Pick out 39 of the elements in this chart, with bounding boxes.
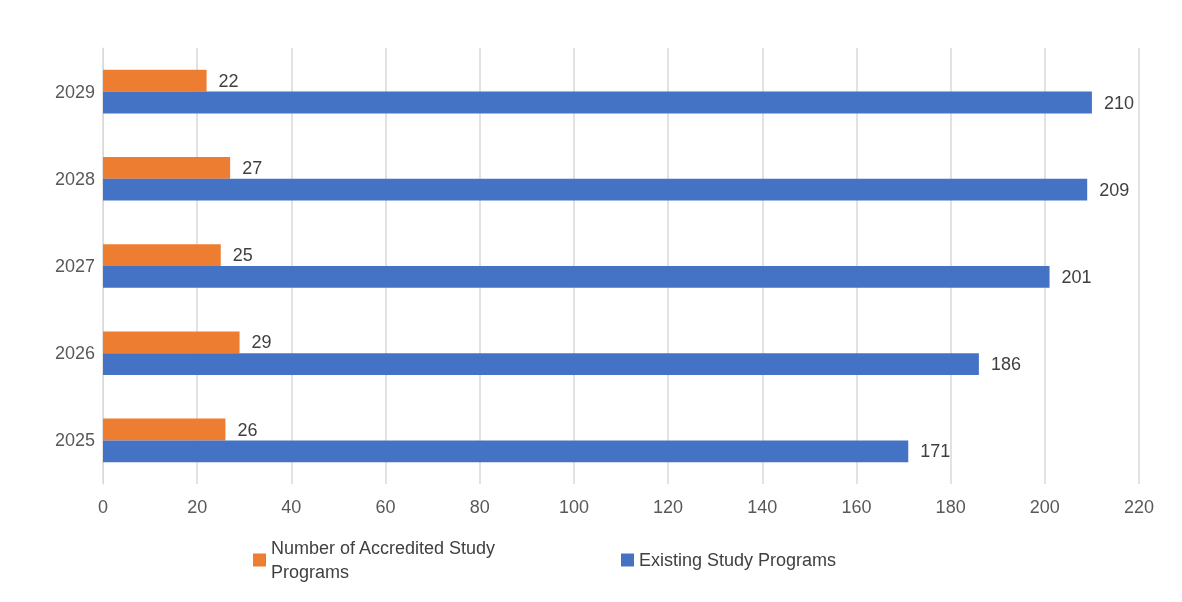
x-tick-label: 220 xyxy=(1123,497,1155,517)
x-tick-label: 120 xyxy=(653,497,684,517)
y-tick-label: 2027 xyxy=(54,256,95,276)
x-tick-label: 0 xyxy=(97,497,109,517)
bar xyxy=(103,157,231,179)
data-label: 25 xyxy=(232,245,253,266)
y-tick-label: 2025 xyxy=(54,430,95,451)
data-label: 26 xyxy=(237,419,258,440)
data-label: 201 xyxy=(1061,266,1092,287)
bar xyxy=(103,91,1092,114)
x-tick-label: 80 xyxy=(469,497,490,517)
data-label: 209 xyxy=(1099,179,1130,200)
y-tick-label: 2029 xyxy=(54,81,95,102)
bar xyxy=(103,331,240,354)
bar xyxy=(103,178,1088,201)
bar xyxy=(103,266,1050,288)
x-tick-label: 160 xyxy=(841,497,872,517)
bar xyxy=(103,244,221,266)
data-label: 27 xyxy=(242,157,263,178)
y-tick-label: 2028 xyxy=(54,168,95,189)
data-label: 29 xyxy=(251,332,272,353)
x-tick-label: 20 xyxy=(187,497,208,517)
legend-label: Existing Study Programs xyxy=(639,550,837,570)
bar xyxy=(103,418,226,441)
x-tick-label: 60 xyxy=(375,497,396,517)
data-label: 186 xyxy=(990,354,1021,375)
x-tick-label: 140 xyxy=(747,497,778,517)
y-tick-label: 2026 xyxy=(54,343,95,364)
bar xyxy=(103,440,909,463)
legend-label: Number of Accredited Study Programs xyxy=(271,538,501,582)
data-label: 210 xyxy=(1103,92,1134,113)
x-tick-label: 200 xyxy=(1029,497,1060,517)
x-tick-label: 100 xyxy=(558,497,589,517)
data-label: 22 xyxy=(218,70,239,91)
x-tick-label: 180 xyxy=(935,497,966,517)
x-tick-label: 40 xyxy=(281,497,302,517)
data-label: 171 xyxy=(920,441,951,462)
bar xyxy=(103,69,207,92)
bar xyxy=(103,353,979,375)
